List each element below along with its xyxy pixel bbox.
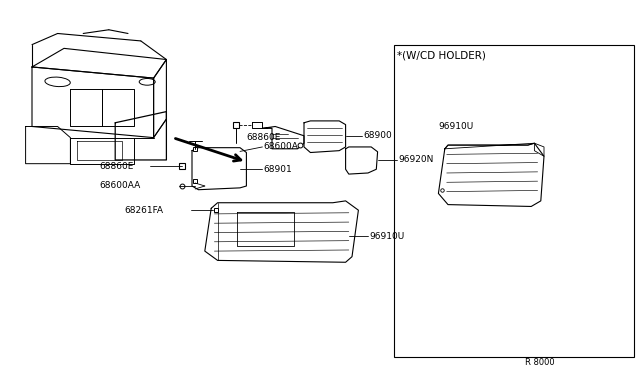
Text: 68860E: 68860E — [99, 162, 134, 171]
Text: 68860E: 68860E — [246, 133, 281, 142]
Text: 96910U: 96910U — [438, 122, 474, 131]
Text: 68261FA: 68261FA — [125, 206, 164, 215]
Text: 96910U: 96910U — [369, 232, 404, 241]
Text: 68901: 68901 — [264, 165, 292, 174]
Text: R 8000: R 8000 — [525, 358, 554, 367]
Text: 68900: 68900 — [363, 131, 392, 140]
Bar — [394, 45, 634, 357]
Text: 68600A: 68600A — [264, 142, 298, 151]
Text: *(W/CD HOLDER): *(W/CD HOLDER) — [397, 51, 486, 61]
Text: 68600AA: 68600AA — [99, 182, 140, 190]
Text: 96920N: 96920N — [398, 155, 433, 164]
